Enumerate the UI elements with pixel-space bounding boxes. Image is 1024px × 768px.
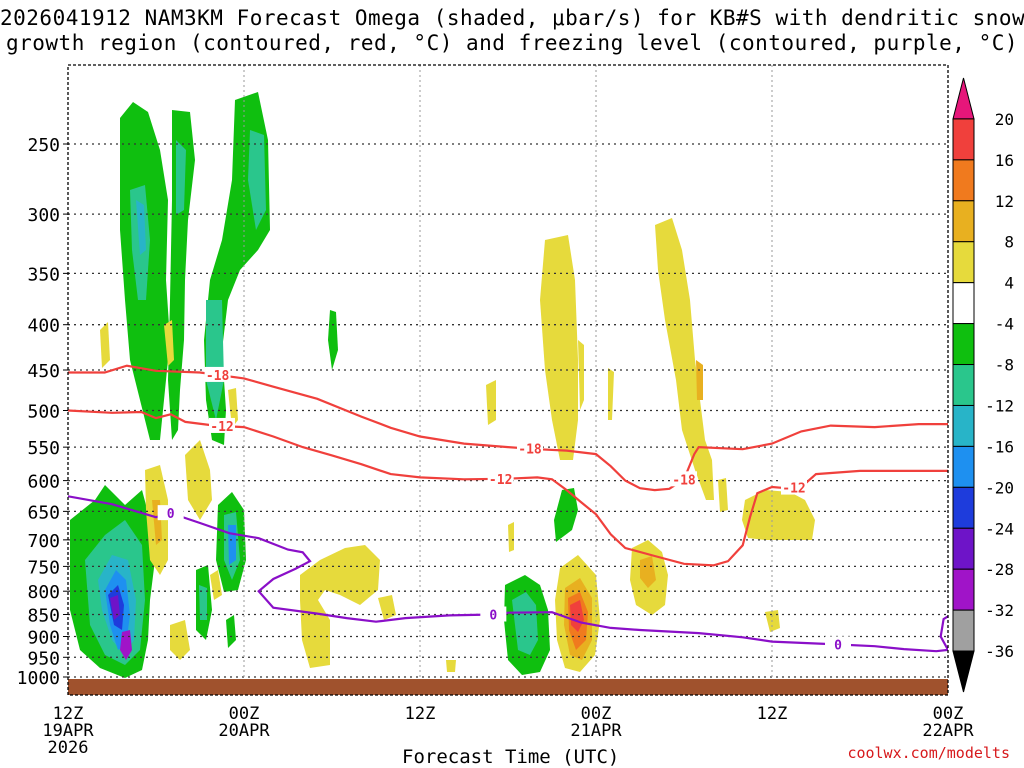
x-tick-label: 00Z bbox=[933, 704, 964, 724]
contour-label: 0 bbox=[489, 609, 497, 624]
colorbar-label: -28 bbox=[985, 560, 1014, 579]
contour-label-bg bbox=[825, 636, 851, 652]
contour-label: -12 bbox=[782, 482, 805, 497]
colorbar-bottom-arrow bbox=[952, 650, 975, 693]
credit-text: coolwx.com/modelts bbox=[847, 744, 1010, 762]
contour-label: -18 bbox=[518, 443, 542, 458]
y-tick-label: 800 bbox=[27, 582, 60, 603]
contour-lines: -18 -18 -18 -12 -12 -12 0 0 0 bbox=[68, 364, 948, 653]
contour-label: -18 bbox=[206, 369, 230, 384]
y-tick-label: 600 bbox=[27, 472, 60, 493]
x-tick-label: 00Z bbox=[229, 704, 260, 724]
y-tick-label: 650 bbox=[27, 502, 60, 523]
contour--18 bbox=[68, 364, 948, 492]
x-tick-label: 00Z bbox=[581, 704, 612, 724]
contour-label-bg bbox=[671, 471, 697, 487]
colorbar-swatch bbox=[952, 568, 975, 611]
y-tick-label: 1000 bbox=[17, 668, 60, 689]
ground-band bbox=[68, 679, 948, 695]
ground-surface bbox=[68, 679, 948, 695]
colorbar-label: -32 bbox=[985, 601, 1014, 620]
colorbar-swatch bbox=[952, 486, 975, 529]
y-tick-label: 350 bbox=[27, 264, 60, 285]
colorbar: 20 16 12 8 4 -4 -8 -12 -16 -20 -24 -28 -32 -36 bbox=[952, 77, 1014, 693]
contour-label: 0 bbox=[834, 638, 842, 653]
colorbar-label: 8 bbox=[1004, 233, 1014, 252]
x-tick-label: 2026 bbox=[48, 738, 89, 758]
colorbar-label: -4 bbox=[995, 315, 1014, 334]
y-tick-label: 550 bbox=[27, 438, 60, 459]
y-tick-label: 450 bbox=[27, 361, 60, 382]
y-tick-label: 400 bbox=[27, 316, 60, 337]
colorbar-swatch bbox=[952, 445, 975, 488]
contour-label-bg bbox=[209, 417, 235, 433]
colorbar-label: -12 bbox=[985, 396, 1014, 415]
colorbar-label: -24 bbox=[985, 519, 1014, 538]
colorbar-swatch bbox=[952, 118, 975, 161]
y-tick-label: 300 bbox=[27, 205, 60, 226]
y-tick-label: 900 bbox=[27, 627, 60, 648]
contour-label: -12 bbox=[210, 420, 233, 435]
colorbar-swatch bbox=[952, 282, 975, 325]
colorbar-swatch bbox=[952, 609, 975, 652]
contour-label: -12 bbox=[489, 473, 512, 488]
x-axis-label: Forecast Time (UTC) bbox=[402, 746, 620, 768]
y-tick-label: 850 bbox=[27, 606, 60, 627]
colorbar-label: -8 bbox=[995, 356, 1014, 375]
contour-label-bg bbox=[157, 505, 184, 521]
colorbar-label: -36 bbox=[985, 642, 1014, 661]
colorbar-label: 12 bbox=[995, 192, 1014, 211]
contour-label: -18 bbox=[672, 473, 696, 488]
colorbar-label: -16 bbox=[985, 437, 1014, 456]
colorbar-swatch bbox=[952, 527, 975, 570]
chart-title-line-1: 2026041912 NAM3KM Forecast Omega (shaded… bbox=[0, 6, 1024, 30]
colorbar-label: 16 bbox=[995, 151, 1014, 170]
y-tick-label: 700 bbox=[27, 531, 60, 552]
colorbar-swatch bbox=[952, 364, 975, 406]
contour-label-bg bbox=[781, 479, 807, 495]
axes: 2503003504004505005506006507007508008509… bbox=[17, 64, 974, 758]
x-tick-label: 12Z bbox=[53, 704, 84, 724]
colorbar-label: 4 bbox=[1004, 274, 1014, 293]
colorbar-label: -20 bbox=[985, 478, 1014, 497]
x-tick-label: 19APR bbox=[42, 721, 94, 741]
plot-frame bbox=[67, 64, 949, 696]
x-tick-label: 12Z bbox=[405, 704, 436, 724]
x-tick-label: 12Z bbox=[757, 704, 788, 724]
x-tick-label: 22APR bbox=[922, 721, 974, 741]
x-tick-label: 20APR bbox=[218, 721, 270, 741]
x-tick-label: 21APR bbox=[570, 721, 622, 741]
colorbar-label: 20 bbox=[995, 110, 1014, 129]
contour-label-bg bbox=[517, 440, 543, 456]
colorbar-top-arrow bbox=[952, 77, 975, 120]
contour-label: 0 bbox=[167, 507, 175, 522]
colorbar-swatch bbox=[952, 323, 975, 366]
colorbar-swatch bbox=[952, 241, 975, 284]
colorbar-swatch bbox=[952, 200, 975, 243]
y-tick-label: 500 bbox=[27, 402, 60, 423]
y-tick-label: 250 bbox=[27, 135, 60, 156]
y-tick-label: 750 bbox=[27, 557, 60, 578]
y-tick-label: 950 bbox=[27, 648, 60, 669]
chart-title-line-2: growth region (contoured, red, °C) and f… bbox=[5, 31, 1019, 55]
colorbar-swatch bbox=[952, 159, 975, 202]
colorbar-swatch bbox=[952, 404, 975, 447]
contour-label-bg bbox=[204, 366, 231, 382]
contour-label-bg bbox=[487, 470, 514, 486]
omega-shading bbox=[70, 92, 815, 678]
contour-label-bg bbox=[480, 606, 507, 622]
